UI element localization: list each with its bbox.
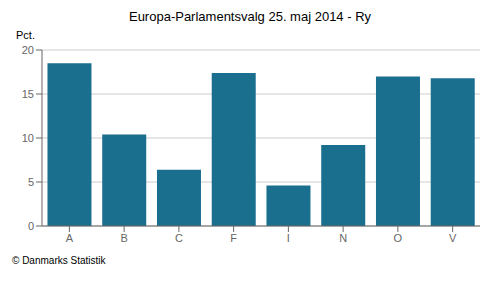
html-text:© Danmarks Statistik: © Danmarks Statistik <box>12 255 106 266</box>
svg-text:10: 10 <box>22 132 34 144</box>
svg-text:B: B <box>120 232 127 244</box>
svg-text:N: N <box>339 232 347 244</box>
svg-text:15: 15 <box>22 88 34 100</box>
svg-text:V: V <box>449 232 457 244</box>
svg-text:F: F <box>230 232 237 244</box>
svg-text:A: A <box>66 232 74 244</box>
svg-text:O: O <box>394 232 403 244</box>
html-text:Pct.: Pct. <box>16 29 35 41</box>
svg-text:20: 20 <box>22 44 34 56</box>
svg-text:I: I <box>287 232 290 244</box>
svg-text:5: 5 <box>28 176 34 188</box>
svg-text:0: 0 <box>28 220 34 232</box>
svg-text:C: C <box>175 232 183 244</box>
html-text:Europa-Parlamentsvalg 25. maj: Europa-Parlamentsvalg 25. maj 2014 - Ry <box>129 9 371 24</box>
